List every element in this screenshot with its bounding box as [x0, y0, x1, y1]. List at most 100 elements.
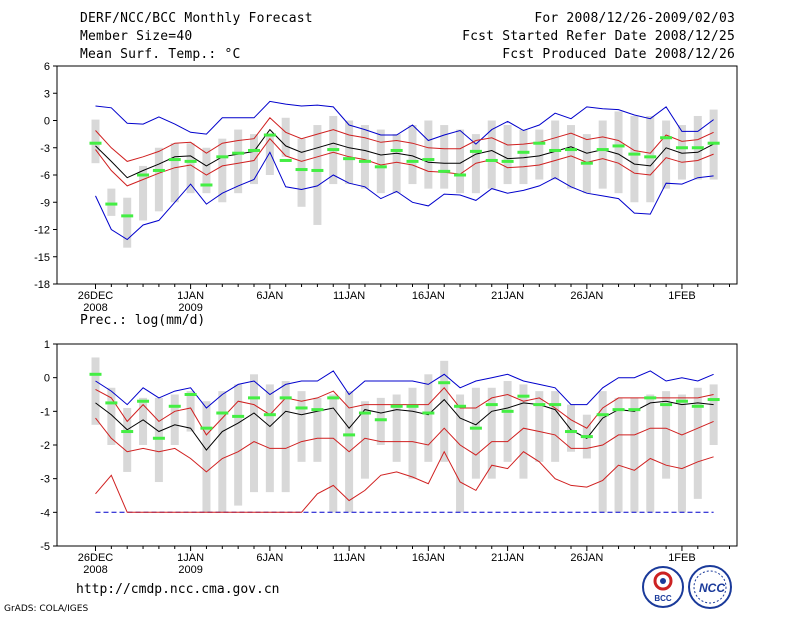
x-tick-year: 2008	[83, 302, 107, 314]
ensemble-bar	[91, 357, 100, 425]
y-tick-label: -3	[40, 143, 50, 155]
observed-marker	[168, 158, 181, 162]
ensemble-bar	[281, 381, 290, 493]
observed-marker	[675, 399, 688, 403]
ensemble-bar	[487, 120, 496, 189]
observed-marker	[565, 148, 577, 152]
inner-high-line	[95, 117, 714, 162]
ensemble-bar	[107, 188, 116, 216]
y-tick-label: 0	[44, 116, 50, 128]
outer-low-line	[95, 151, 714, 241]
x-tick-label: 26JAN	[570, 552, 603, 564]
y-tick-label: -9	[40, 197, 50, 209]
observed-marker	[295, 168, 308, 172]
observed-marker	[89, 372, 102, 376]
inner-low-line	[95, 137, 714, 187]
ensemble-bar	[614, 397, 623, 513]
ensemble-bar	[202, 147, 211, 194]
observed-marker	[501, 409, 514, 413]
observed-marker	[279, 396, 292, 400]
ensemble-bar	[646, 115, 655, 203]
ensemble-bar	[662, 120, 671, 189]
ensemble-bar	[265, 384, 274, 493]
footer-url[interactable]: http://cmdp.ncc.cma.gov.cn	[76, 582, 280, 597]
observed-marker	[660, 136, 673, 140]
ensemble-bar	[551, 391, 560, 462]
y-tick-label: 6	[44, 61, 50, 73]
observed-marker	[533, 141, 546, 145]
observed-marker	[691, 146, 704, 150]
y-tick-label: -6	[40, 170, 50, 182]
observed-marker	[485, 403, 498, 407]
observed-marker	[137, 399, 150, 403]
x-tick-year: 2009	[178, 564, 202, 576]
observed-marker	[105, 401, 118, 405]
observed-marker	[517, 394, 530, 398]
ensemble-bar	[218, 138, 227, 203]
y-tick-label: 1	[44, 339, 50, 351]
observed-marker	[533, 403, 546, 407]
inner-low-line	[95, 417, 714, 473]
y-tick-label: -18	[34, 279, 50, 291]
observed-marker	[454, 173, 467, 177]
outer-high-line	[95, 370, 714, 409]
observed-marker	[248, 148, 260, 152]
ensemble-bar	[91, 119, 100, 164]
ensemble-bar	[297, 391, 306, 462]
ensemble-bar	[139, 397, 148, 445]
ensemble-bar	[424, 120, 433, 189]
ensemble-bar	[440, 360, 449, 462]
ensemble-bar	[567, 125, 575, 189]
outer-high-line	[95, 100, 714, 145]
observed-marker	[485, 158, 498, 162]
y-tick-label: 3	[44, 88, 50, 100]
ensemble-bar	[360, 401, 369, 479]
observed-marker	[374, 418, 387, 422]
observed-marker	[327, 148, 340, 152]
ensemble-bar	[107, 387, 116, 445]
y-tick-label: -5	[40, 541, 50, 553]
ensemble-bar	[170, 143, 179, 203]
observed-marker	[707, 141, 720, 145]
ensemble-bar	[487, 387, 496, 479]
x-tick-label: 21JAN	[491, 552, 524, 564]
ensemble-bar	[693, 387, 702, 499]
chart-title: DERF/NCC/BCC Monthly Forecast	[80, 11, 313, 26]
observed-marker	[612, 144, 625, 148]
x-tick-label: 26DEC	[78, 552, 114, 564]
y-tick-label: -2	[40, 440, 50, 452]
ensemble-bar	[360, 125, 369, 189]
y-tick-label: -12	[34, 225, 50, 237]
observed-marker	[580, 161, 593, 165]
observed-marker	[137, 173, 150, 177]
observed-marker	[200, 426, 213, 430]
ensemble-bar	[139, 165, 148, 221]
y-tick-label: -4	[40, 507, 50, 519]
observed-marker	[248, 396, 260, 400]
observed-marker	[707, 398, 720, 402]
ensemble-bar	[503, 125, 512, 185]
x-tick-label: 26DEC	[78, 290, 114, 302]
observed-marker	[121, 214, 134, 218]
ensemble-bar	[281, 117, 290, 157]
ensemble-bar	[519, 129, 528, 185]
ensemble-bar	[297, 138, 306, 207]
ensemble-bar	[408, 125, 417, 185]
observed-marker	[406, 404, 419, 408]
ensemble-bar	[218, 391, 227, 513]
ensemble-bar	[154, 397, 163, 483]
observed-marker	[406, 159, 419, 163]
ensemble-bar	[202, 401, 211, 513]
observed-marker	[358, 159, 371, 163]
ensemble-bar	[709, 384, 718, 445]
observed-marker	[374, 165, 387, 169]
observed-marker	[232, 151, 245, 155]
panel-title: Prec.: log(mm/d)	[80, 313, 205, 328]
ensemble-bar	[630, 397, 639, 513]
observed-marker	[422, 158, 435, 162]
ensemble-bar	[345, 120, 354, 185]
observed-marker	[184, 159, 197, 163]
